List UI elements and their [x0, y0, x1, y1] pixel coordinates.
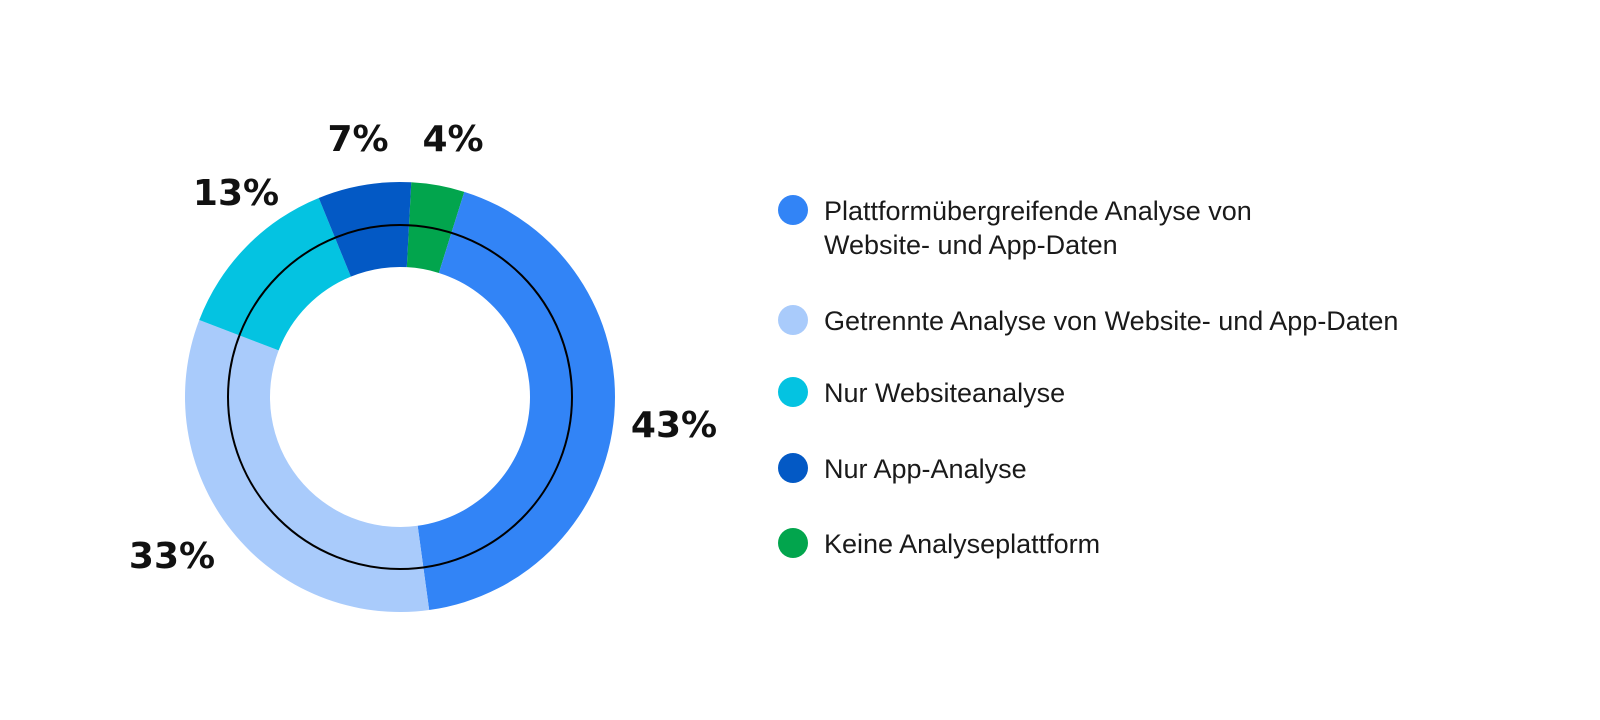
legend-swatch-app-only: [778, 453, 808, 483]
label-website-only: 13%: [193, 173, 279, 214]
legend-item-app-only: Nur App-Analyse: [778, 452, 1027, 486]
slice-website-only: [199, 197, 351, 351]
inner-reference-ring: [227, 224, 573, 570]
label-separate: 33%: [129, 536, 215, 577]
donut-slices: [185, 182, 616, 612]
legend-label-separate: Getrennte Analyse von Website- und App-D…: [824, 306, 1399, 336]
slice-none: [406, 182, 465, 273]
legend-label-website-only: Nur Websiteanalyse: [824, 378, 1066, 408]
slice-separate: [185, 319, 430, 612]
legend-swatch-none: [778, 528, 808, 558]
donut-chart: 43% 33% 13% 7% 4%: [129, 119, 717, 612]
slice-crossplatform: [417, 191, 616, 611]
legend-item-crossplatform: Plattformübergreifende Analyse von Websi…: [778, 194, 1294, 262]
legend-label-app-only: Nur App-Analyse: [824, 454, 1027, 484]
legend-label-none: Keine Analyseplattform: [824, 529, 1101, 559]
legend-swatch-separate: [778, 305, 808, 335]
legend-label-crossplatform: Plattformübergreifende Analyse von Websi…: [824, 196, 1252, 260]
value-labels: 43% 33% 13% 7% 4%: [129, 119, 717, 577]
legend: Plattformübergreifende Analyse von Websi…: [778, 0, 1578, 720]
legend-item-website-only: Nur Websiteanalyse: [778, 376, 1065, 410]
label-crossplatform: 43%: [631, 405, 717, 446]
legend-swatch-website-only: [778, 377, 808, 407]
label-app-only: 7%: [327, 119, 388, 160]
legend-item-separate: Getrennte Analyse von Website- und App-D…: [778, 304, 1398, 338]
legend-item-none: Keine Analyseplattform: [778, 527, 1100, 561]
label-none: 4%: [422, 119, 483, 160]
legend-swatch-crossplatform: [778, 195, 808, 225]
